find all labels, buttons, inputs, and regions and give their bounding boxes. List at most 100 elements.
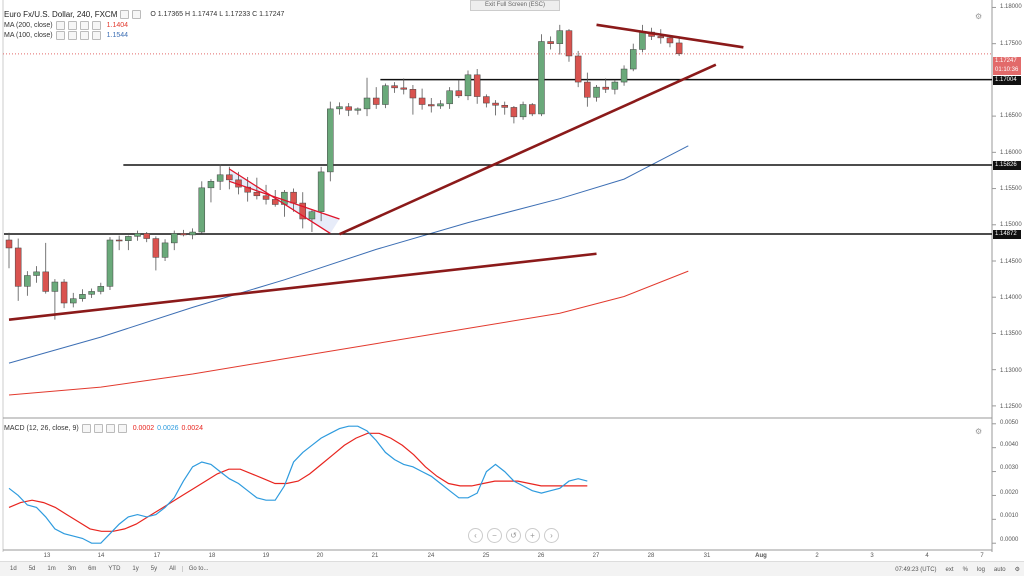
macd-more-icon[interactable] (117, 424, 127, 433)
candle-body (574, 55, 582, 83)
extended-hours-toggle[interactable]: ext (945, 566, 954, 573)
candle-body (437, 103, 444, 107)
candle-body (382, 85, 389, 105)
macd-value-macd: 0.0026 (157, 425, 179, 432)
exit-fullscreen-button[interactable]: Exit Full Screen (ESC) (470, 0, 560, 11)
time-axis-label: 31 (703, 553, 711, 559)
candle-body (446, 90, 453, 105)
ma100-close-icon[interactable] (79, 31, 89, 40)
macd-axis-label: 0.0000 (1000, 537, 1019, 543)
macd-axis-label: 0.0050 (1000, 420, 1019, 426)
candle-body (483, 96, 490, 104)
range-6m-button[interactable]: 6m (88, 566, 97, 572)
ma200-more-icon[interactable] (91, 21, 101, 30)
time-axis-label: 13 (43, 553, 51, 559)
candle-body (519, 104, 527, 118)
zoom-out-icon[interactable]: − (487, 528, 502, 543)
macd-settings-icon[interactable] (93, 424, 103, 433)
candle-body (629, 49, 637, 70)
ma100-eye-icon[interactable] (55, 31, 65, 40)
candle-body (253, 191, 261, 197)
auto-scale-toggle[interactable]: auto (993, 566, 1006, 573)
candle-body (161, 242, 169, 258)
candle-body (189, 231, 196, 236)
macd-pane-settings-icon[interactable]: ⚙ (975, 427, 983, 436)
candle-body (639, 31, 646, 50)
chart-settings-icon[interactable]: ⚙ (975, 12, 983, 21)
percent-scale-toggle[interactable]: % (962, 566, 968, 573)
candle-body (226, 174, 233, 181)
bottom-toolbar: 1d 5d 1m 3m 6m YTD 1y 5y All Go to... 07… (0, 561, 1024, 576)
candle-body (88, 291, 95, 295)
price-axis-label: 1.17500 (1000, 41, 1022, 47)
range-all-button[interactable]: All (169, 566, 176, 572)
symbol-settings-icon[interactable] (120, 10, 130, 19)
goto-date-button[interactable]: Go to... (181, 566, 215, 572)
ma100-more-icon[interactable] (91, 31, 101, 40)
candle-body (60, 281, 68, 304)
trendline (596, 23, 744, 49)
symbol-close-icon[interactable] (132, 10, 142, 19)
price-axis-label: 1.16000 (1000, 150, 1022, 156)
candle-body (473, 74, 481, 97)
candle-body (391, 85, 398, 89)
scroll-right-icon[interactable]: › (544, 528, 559, 543)
candle-body (501, 104, 508, 108)
time-axis-label: 28 (647, 553, 655, 559)
range-5d-button[interactable]: 5d (28, 566, 36, 572)
time-axis-label: Aug (755, 553, 767, 559)
ma100-settings-icon[interactable] (67, 31, 77, 40)
ma200-settings-icon[interactable] (67, 21, 77, 30)
candle-body (317, 171, 325, 212)
candle-body (593, 86, 600, 98)
candle-body (271, 199, 279, 205)
ma200-legend: MA (200, close) 1.1404 (4, 21, 128, 30)
scroll-left-icon[interactable]: ‹ (468, 528, 483, 543)
candle-body (198, 187, 206, 233)
level-badge-2: 1.15826 (993, 161, 1021, 170)
ohlc-values: O 1.17365 H 1.17474 L 1.17233 C 1.17247 (150, 11, 285, 18)
log-scale-toggle[interactable]: log (976, 566, 985, 573)
range-1y-button[interactable]: 1y (132, 566, 139, 572)
candle-body (565, 30, 573, 57)
range-ytd-button[interactable]: YTD (108, 566, 121, 572)
reset-chart-icon[interactable]: ↺ (506, 528, 521, 543)
price-axis-label: 1.18000 (1000, 4, 1022, 10)
range-1d-button[interactable]: 1d (10, 566, 17, 572)
candle-body (70, 298, 77, 304)
macd-value-hist: 0.0002 (132, 425, 155, 432)
candle-body (666, 37, 674, 44)
time-axis-label: 4 (925, 553, 929, 559)
price-axis-label: 1.12500 (1000, 404, 1022, 410)
ma200-eye-icon[interactable] (55, 21, 65, 30)
trendline (229, 180, 340, 220)
bottom-settings-icon[interactable]: ⚙ (1014, 567, 1020, 573)
ma100-legend: MA (100, close) 1.1544 (4, 31, 128, 40)
macd-close-icon[interactable] (105, 424, 115, 433)
macd-axis-label: 0.0020 (1000, 490, 1019, 496)
macd-axis-label: 0.0010 (1000, 513, 1019, 519)
candle-body (327, 108, 334, 173)
price-axis-label: 1.14500 (1000, 259, 1022, 265)
candle-body (400, 87, 407, 90)
candle-body (418, 97, 426, 105)
zoom-in-icon[interactable]: + (525, 528, 540, 543)
candle-body (556, 30, 564, 44)
ma100-label: MA (100, close) (4, 32, 53, 39)
utc-clock[interactable]: 07:49:23 (UTC) (895, 566, 937, 573)
ma200-close-icon[interactable] (79, 21, 89, 30)
bar-countdown-badge: 01:10:36 (993, 66, 1021, 75)
time-axis-label: 18 (208, 553, 216, 559)
range-5y-button[interactable]: 5y (150, 566, 158, 572)
ma100-value: 1.1544 (106, 32, 129, 39)
range-3m-button[interactable]: 3m (67, 566, 77, 572)
macd-eye-icon[interactable] (81, 424, 91, 433)
time-axis-label: 27 (592, 553, 600, 559)
candle-body (106, 239, 114, 287)
macd-value-signal: 0.0024 (181, 425, 203, 432)
candle-body (538, 41, 545, 115)
range-1m-button[interactable]: 1m (47, 566, 56, 572)
candle-body (207, 181, 215, 189)
